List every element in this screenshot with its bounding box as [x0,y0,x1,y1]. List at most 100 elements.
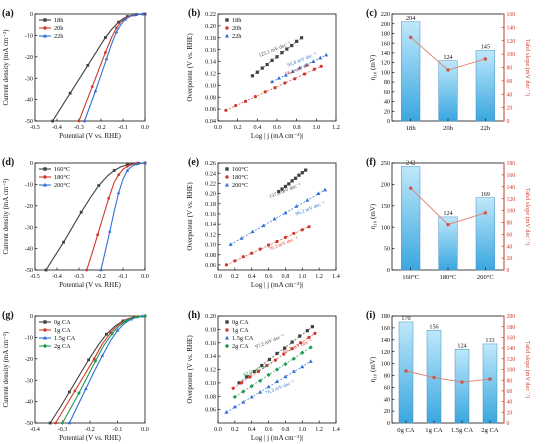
data-point [132,13,136,17]
data-point [126,164,129,168]
data-point [280,187,284,191]
plot-frame [217,162,337,271]
y-tick-label: -40 [25,246,33,253]
legend-label: 1g CA [54,327,71,334]
x-tick-label: -0.4 [52,273,62,280]
legend-label: 22h [232,33,242,40]
data-point [87,358,91,362]
x-tick-label: -0.4 [30,426,40,433]
x-tick-label: -0.5 [30,124,40,131]
panel-label: (h) [188,310,200,321]
y-tick-label: -10 [25,182,33,189]
y-tick-label: 60 [384,89,390,96]
y-tick-label: 20 [384,108,390,115]
data-point [96,233,100,237]
x-tick-label: 0.0 [214,426,222,433]
data-point [308,359,313,363]
x-tick-label: 0.2 [231,426,239,433]
data-point [143,314,147,318]
data-point [245,375,249,379]
y-axis-label: Overpotent (V vs. RHE) [186,33,194,102]
data-point [290,43,294,48]
y-axis-label: η₁₀ (mV) [369,356,377,382]
tafel-point [404,369,408,373]
y-tick-label: 140 [381,50,390,57]
legend-marker [43,18,47,22]
y-tick-label: 40 [384,99,390,106]
category-label: 0g CA [397,427,415,434]
x-tick-label: 0.0 [214,124,222,131]
y-tick-label: -10 [25,335,33,342]
y2-tick-label: 120 [507,39,516,45]
data-point [224,410,229,414]
data-point [280,51,284,55]
y2-tick-label: 160 [507,12,516,18]
data-point [302,72,307,76]
y2-axis-label: Tafel slope (mV dec⁻¹) [524,188,531,245]
data-point [93,89,98,93]
data-point [275,55,279,59]
data-point [316,191,321,195]
data-point [110,331,114,336]
legend-label: 0g CA [54,319,71,326]
data-point [93,359,98,363]
series-line [68,315,146,424]
legend-marker [225,175,229,179]
tafel-point [446,222,450,227]
x-axis-label: Potential (V vs. RHE) [59,434,121,442]
data-point [283,73,288,77]
data-point [261,223,266,228]
legend-label: 22h [54,33,64,40]
data-point [108,229,112,233]
legend-label: 18h [54,17,64,24]
data-point [241,389,246,394]
panel-c: 0 20 40 60 80 100 120 140 160 180 200 220 0 20 40 60 80 1… [366,8,531,132]
data-point [241,400,246,404]
y-tick-label: 0.18 [205,326,216,333]
legend-label: 2g CA [54,343,71,350]
x-tick-label: -0.1 [118,124,128,131]
legend-label: 200°C [54,182,70,189]
y-tick-label: 0.26 [205,160,216,167]
data-point [258,247,262,251]
y-tick-label: 80 [384,79,390,86]
data-point [290,179,294,183]
y2-tick-label: 120 [507,197,516,203]
data-point [136,314,141,319]
data-point [105,332,108,336]
data-point [290,340,294,344]
legend-label: 0g CA [232,319,249,326]
y2-tick-label: 20 [507,256,513,262]
data-point [107,196,111,200]
panel-label: (a) [2,8,14,19]
x-axis-label: Log | j (mA cm⁻²)| [251,132,303,140]
data-point [123,17,127,21]
data-point [310,325,314,329]
y-tick-label: -10 [25,33,33,40]
data-point [290,69,295,74]
data-point [283,81,287,85]
legend-label: 160°C [54,166,70,173]
category-label: 180°C [440,274,458,281]
x-tick-label: 0.0 [141,426,149,433]
x-tick-label: 0.0 [141,273,149,280]
data-point [255,70,259,74]
panel-label: (c) [366,8,377,19]
data-point [92,357,96,361]
data-point [263,90,267,94]
data-point [114,30,119,34]
data-point [305,197,310,202]
bar-value-label: 124 [443,210,452,217]
data-point [100,353,105,357]
panel-b: 0.0 0.2 0.4 0.6 0.8 1.0 1.2 0.04 0.06 0.08 0.10 0.1… [186,8,340,140]
x-tick-label: 0.8 [282,426,290,433]
y-tick-label: 0.14 [205,221,216,228]
data-point [311,59,316,63]
slope-annotation: 96.2 mV dec⁻¹ [295,200,326,217]
y2-tick-label: 100 [507,209,516,215]
data-point [67,421,72,425]
data-point [282,346,287,350]
legend-label: 1g CA [232,327,249,334]
x-tick-label: -0.1 [113,426,123,433]
